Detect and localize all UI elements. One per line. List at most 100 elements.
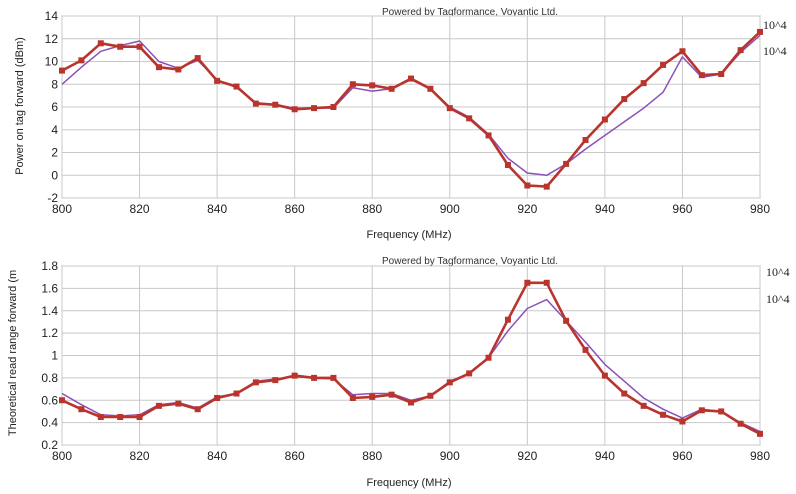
data-point — [427, 86, 433, 92]
y-axis-label: Power on tag forward (dBm) — [14, 37, 26, 175]
data-point — [292, 373, 298, 379]
y-tick-label: 1.2 — [41, 326, 58, 340]
legend: 10^4 10^4 — [766, 265, 790, 306]
data-point — [195, 406, 201, 412]
y-tick-label: 1.4 — [41, 304, 58, 318]
x-tick-label: 960 — [672, 449, 692, 463]
data-point — [195, 55, 201, 61]
x-tick-label: 880 — [362, 449, 382, 463]
data-point — [679, 48, 685, 54]
data-point — [757, 431, 763, 437]
data-point — [78, 57, 84, 63]
data-point — [78, 406, 84, 412]
x-tick-label: 820 — [130, 202, 150, 216]
x-tick-label: 880 — [362, 202, 382, 216]
data-point — [602, 117, 608, 123]
y-tick-label: 4 — [51, 123, 58, 137]
x-tick-label: 900 — [440, 449, 460, 463]
y-tick-label: 0.6 — [41, 393, 58, 407]
data-point — [699, 407, 705, 413]
data-point — [175, 66, 181, 72]
data-point — [602, 373, 608, 379]
data-point — [466, 370, 472, 376]
data-point — [311, 105, 317, 111]
data-point — [699, 72, 705, 78]
data-point — [660, 412, 666, 418]
data-point — [641, 80, 647, 86]
data-point — [389, 86, 395, 92]
chart-read-range: Powered by Tagformance, Voyantic Ltd. 80… — [7, 256, 790, 489]
data-point — [466, 115, 472, 121]
y-tick-label: 0.2 — [41, 438, 58, 452]
data-point — [486, 132, 492, 138]
data-point — [253, 379, 259, 385]
data-point — [175, 401, 181, 407]
y-tick-label: 6 — [51, 100, 58, 114]
data-point — [156, 64, 162, 70]
data-point — [718, 71, 724, 77]
data-point — [718, 408, 724, 414]
data-point — [583, 347, 589, 353]
data-point — [234, 84, 240, 90]
legend-entry: 10^4 — [763, 18, 787, 32]
y-tick-label: 1.6 — [41, 281, 58, 295]
data-point — [98, 414, 104, 420]
legend-entry: 10^4 — [766, 265, 790, 279]
data-point — [389, 392, 395, 398]
y-tick-label: 14 — [45, 9, 59, 23]
data-point — [59, 397, 65, 403]
data-point — [505, 317, 511, 323]
x-axis-label: Frequency (MHz) — [367, 477, 452, 489]
data-point — [59, 68, 65, 74]
data-point — [369, 82, 375, 88]
data-point — [272, 377, 278, 383]
data-point — [621, 96, 627, 102]
y-tick-label: -2 — [47, 191, 58, 205]
x-tick-label: 920 — [517, 449, 537, 463]
data-point — [563, 161, 569, 167]
data-point — [234, 391, 240, 397]
data-point — [544, 184, 550, 190]
data-point — [427, 393, 433, 399]
data-point — [583, 137, 589, 143]
chart-title: Powered by Tagformance, Voyantic Ltd. — [382, 256, 558, 267]
data-point — [544, 280, 550, 286]
data-point — [214, 78, 220, 84]
data-point — [447, 105, 453, 111]
y-tick-label: 2 — [51, 146, 58, 160]
y-tick-label: 1.8 — [41, 259, 58, 273]
data-point — [679, 419, 685, 425]
data-point — [137, 44, 143, 50]
x-tick-label: 940 — [595, 449, 615, 463]
data-point — [156, 403, 162, 409]
data-point — [311, 375, 317, 381]
data-point — [117, 414, 123, 420]
x-tick-label: 840 — [207, 449, 227, 463]
data-point — [486, 355, 492, 361]
x-tick-label: 860 — [285, 202, 305, 216]
data-point — [330, 104, 336, 110]
chart-power-on-tag: Powered by Tagformance, Voyantic Ltd. 80… — [14, 7, 787, 241]
x-tick-label: 860 — [285, 449, 305, 463]
x-tick-label: 900 — [440, 202, 460, 216]
x-tick-label: 840 — [207, 202, 227, 216]
data-point — [660, 62, 666, 68]
y-tick-label: 0 — [51, 168, 58, 182]
data-point — [214, 395, 220, 401]
x-tick-label: 960 — [672, 202, 692, 216]
data-point — [621, 391, 627, 397]
data-point — [350, 81, 356, 87]
data-point — [505, 162, 511, 168]
y-tick-label: 0.4 — [41, 416, 58, 430]
data-point — [292, 106, 298, 112]
data-point — [641, 403, 647, 409]
data-point — [563, 318, 569, 324]
y-tick-label: 8 — [51, 77, 58, 91]
y-tick-label: 10 — [45, 55, 59, 69]
data-point — [117, 44, 123, 50]
x-tick-label: 980 — [750, 449, 770, 463]
x-axis-label: Frequency (MHz) — [367, 229, 452, 241]
data-point — [524, 182, 530, 188]
data-point — [137, 414, 143, 420]
